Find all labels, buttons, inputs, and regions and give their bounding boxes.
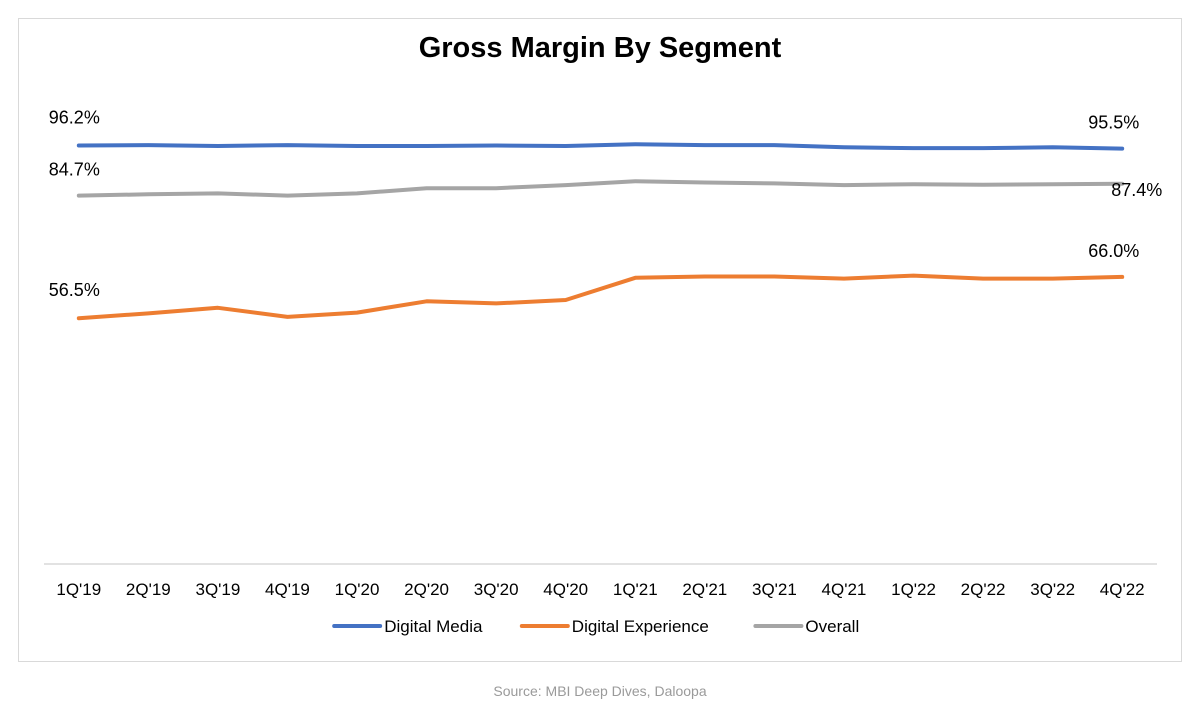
- x-tick-label: 1Q'22: [891, 580, 936, 599]
- x-tick-label: 2Q'19: [126, 580, 171, 599]
- x-tick-label: 2Q'20: [404, 580, 449, 599]
- source-note: Source: MBI Deep Dives, Daloopa: [493, 683, 707, 699]
- x-tick-label: 3Q'20: [474, 580, 519, 599]
- x-tick-label: 4Q'21: [822, 580, 867, 599]
- x-tick-label: 3Q'19: [195, 580, 240, 599]
- x-tick-label: 2Q'21: [682, 580, 727, 599]
- series-line-2: [76, 179, 1125, 198]
- x-tick-label: 1Q'19: [56, 580, 101, 599]
- legend-label: Overall: [805, 617, 859, 636]
- x-tick-label: 1Q'21: [613, 580, 658, 599]
- series-line-0: [76, 142, 1125, 151]
- legend-label: Digital Experience: [572, 617, 709, 636]
- x-tick-label: 3Q'21: [752, 580, 797, 599]
- x-tick-label: 4Q'20: [543, 580, 588, 599]
- x-tick-label: 1Q'20: [335, 580, 380, 599]
- data-label-first: 96.2%: [49, 108, 100, 128]
- x-tick-label: 3Q'22: [1030, 580, 1075, 599]
- x-tick-label: 4Q'22: [1100, 580, 1145, 599]
- data-label-last: 87.4%: [1111, 180, 1162, 200]
- data-label-first: 84.7%: [49, 160, 100, 180]
- series-line-1: [76, 273, 1125, 321]
- x-tick-label: 2Q'22: [961, 580, 1006, 599]
- data-label-first: 56.5%: [49, 280, 100, 300]
- chart-title: Gross Margin By Segment: [418, 32, 782, 64]
- data-label-last: 95.5%: [1088, 113, 1139, 133]
- chart-frame: [18, 18, 1182, 662]
- x-tick-label: 4Q'19: [265, 580, 310, 599]
- data-label-last: 66.0%: [1088, 241, 1139, 261]
- legend-label: Digital Media: [384, 617, 483, 636]
